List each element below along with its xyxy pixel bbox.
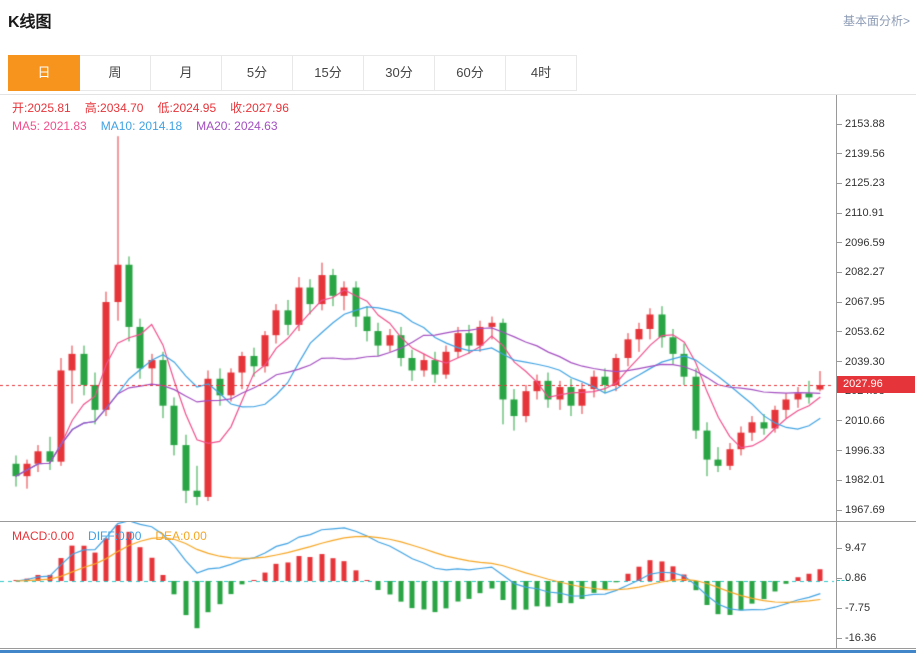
tick-mark — [836, 271, 842, 273]
tab-60分[interactable]: 60分 — [435, 55, 506, 91]
macd-legend: MACD:0.00 DIFF:0.00 DEA:0.00 — [12, 529, 221, 543]
tick-mark — [836, 420, 842, 422]
price-axis-label: 2082.27 — [836, 265, 885, 279]
price-axis-label: 1967.69 — [836, 503, 885, 517]
macd-canvas[interactable] — [0, 522, 836, 648]
tick-mark — [836, 607, 842, 609]
timeframe-tabs: 日周月 5分 15分 30分 60分 4时 — [8, 55, 577, 91]
tab-4时[interactable]: 4时 — [506, 55, 577, 91]
macd-value-1: DIFF:0.00 — [88, 529, 142, 543]
macd-axis-label: -16.36 — [836, 631, 876, 645]
price-axis-label: 2010.66 — [836, 414, 885, 428]
price-axis-label: 2067.95 — [836, 295, 885, 309]
tab-5分[interactable]: 5分 — [222, 55, 293, 91]
macd-value-0: MACD:0.00 — [12, 529, 75, 543]
price-axis-label: 1996.33 — [836, 444, 885, 458]
tick-mark — [836, 450, 842, 452]
tab-月[interactable]: 月 — [151, 55, 222, 91]
fundamental-analysis-link[interactable]: 基本面分析> — [842, 14, 910, 28]
price-axis-label: 1982.01 — [836, 473, 885, 487]
tick-mark — [836, 212, 842, 214]
section-divider — [0, 650, 916, 653]
macd-value-2: DEA:0.00 — [155, 529, 207, 543]
tick-mark — [836, 301, 842, 303]
tick-mark — [836, 577, 842, 579]
price-axis-label: 2125.23 — [836, 176, 885, 190]
current-price-badge: 2027.96 — [837, 376, 915, 394]
tick-mark — [836, 331, 842, 333]
macd-zero-tick — [837, 580, 849, 581]
tick-mark — [836, 509, 842, 511]
tab-30分[interactable]: 30分 — [364, 55, 435, 91]
ohlc-value-2: 低:2024.95 — [157, 101, 217, 115]
ohlc-legend: 开:2025.81 高:2034.70 低:2024.95 收:2027.96 — [12, 99, 303, 116]
ohlc-value-1: 高:2034.70 — [84, 101, 144, 115]
ma-value-1: MA10: 2014.18 — [100, 119, 183, 133]
tick-mark — [836, 182, 842, 184]
tick-mark — [836, 123, 842, 125]
tick-mark — [836, 637, 842, 639]
price-axis-label: 2153.88 — [836, 117, 885, 131]
price-axis-label: 2110.91 — [836, 206, 884, 220]
ohlc-value-0: 开:2025.81 — [12, 101, 71, 115]
ma-value-2: MA20: 2024.63 — [196, 119, 278, 133]
tick-mark — [836, 479, 842, 481]
tab-日[interactable]: 日 — [8, 55, 80, 91]
price-axis-label: 2139.56 — [836, 147, 885, 161]
tick-mark — [836, 153, 842, 155]
macd-axis-label: 0.86 — [836, 571, 866, 585]
price-axis-label: 2039.30 — [836, 355, 885, 369]
axis-border — [836, 95, 837, 648]
tick-mark — [836, 242, 842, 244]
panel-divider — [0, 521, 916, 522]
ma-legend: MA5: 2021.83 MA10: 2014.18 MA20: 2024.63 — [12, 119, 292, 133]
tab-15分[interactable]: 15分 — [293, 55, 364, 91]
page-title: K线图 — [8, 14, 52, 31]
tab-周[interactable]: 周 — [80, 55, 151, 91]
tick-mark — [836, 547, 842, 549]
macd-axis-label: -7.75 — [836, 601, 870, 615]
price-axis: 2027.96 2153.88 2139.56 2125.23 2110.91 2096… — [836, 0, 916, 653]
ma-value-0: MA5: 2021.83 — [12, 119, 87, 133]
tick-mark — [836, 361, 842, 363]
candlestick-canvas[interactable] — [0, 95, 836, 521]
ohlc-value-3: 收:2027.96 — [230, 101, 289, 115]
price-axis-label: 2053.62 — [836, 325, 885, 339]
price-axis-label: 2096.59 — [836, 236, 885, 250]
macd-axis-label: 9.47 — [836, 541, 866, 555]
chart-top-border — [0, 94, 916, 95]
bottom-border — [0, 648, 916, 649]
